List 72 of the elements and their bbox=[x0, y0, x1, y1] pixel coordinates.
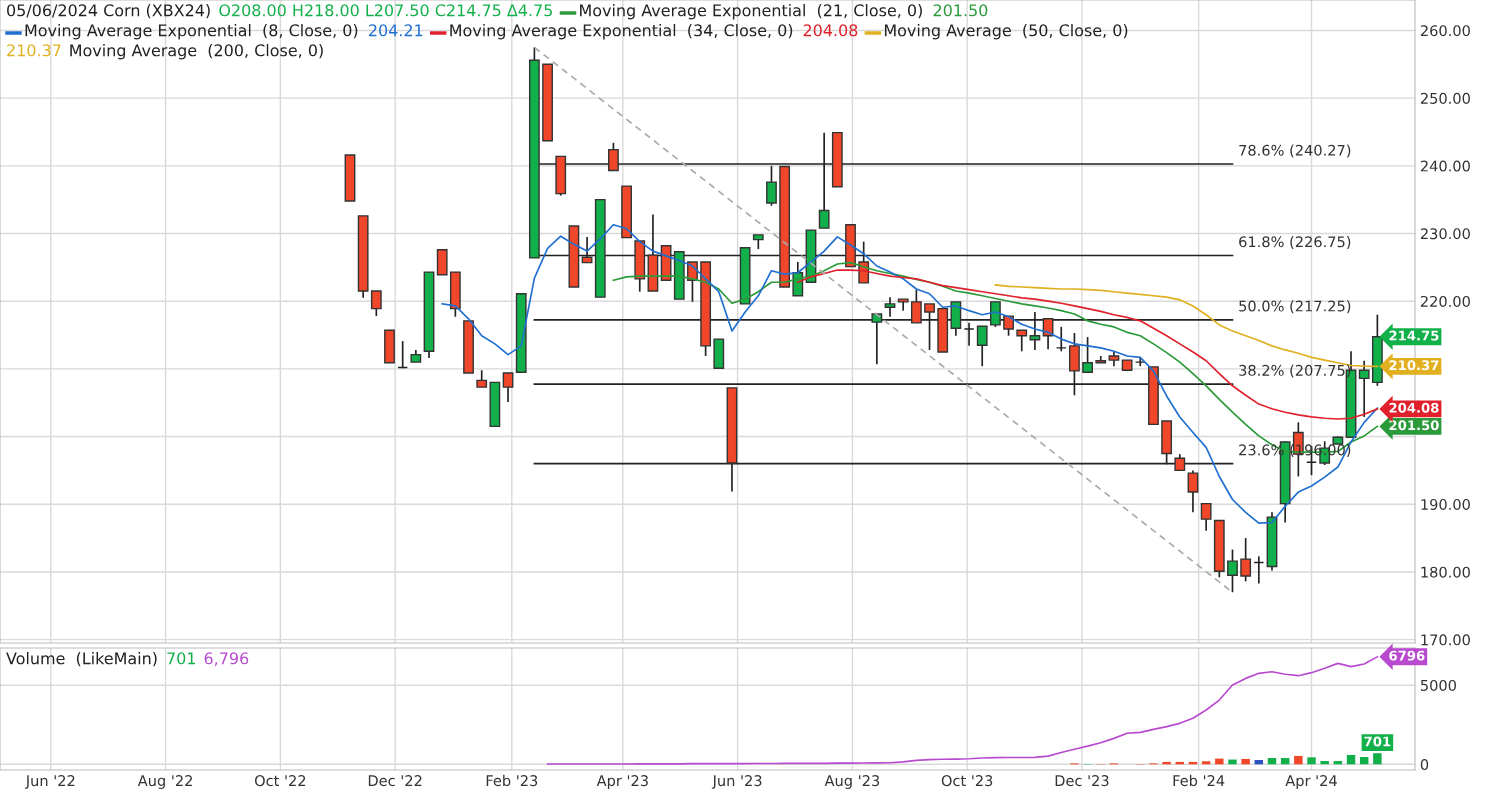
x-tick-label: Oct '23 bbox=[941, 775, 993, 787]
x-tick-label: Aug '22 bbox=[137, 775, 192, 789]
x-tick-label: Dec '22 bbox=[368, 775, 422, 787]
candlestick bbox=[1227, 548, 1238, 594]
bar bbox=[1307, 757, 1316, 765]
candlestick bbox=[1240, 537, 1252, 583]
candlestick bbox=[1082, 336, 1093, 374]
annotation: Moving Average (200, Close, 0) bbox=[70, 44, 323, 60]
bar bbox=[1201, 761, 1211, 765]
line-series bbox=[441, 223, 1379, 525]
bar bbox=[1359, 757, 1369, 765]
annotation: 204.21 bbox=[369, 24, 423, 37]
annotation: 214.75 bbox=[1389, 330, 1439, 341]
x-tick-label: Jun '23 bbox=[711, 775, 762, 789]
y-tick-label: 0 bbox=[1420, 759, 1429, 771]
y-tick-label: 170.00 bbox=[1421, 634, 1470, 646]
candlestick bbox=[963, 322, 975, 347]
ref-line-label: 50.0% (217.25) bbox=[1239, 300, 1351, 314]
candlestick bbox=[1358, 359, 1370, 418]
annotation: 210.37 bbox=[7, 44, 61, 57]
bar bbox=[1228, 759, 1237, 765]
y-tick-label: 180.00 bbox=[1421, 566, 1470, 578]
legend-label: Moving Average Exponential (21, Close, 0) bbox=[580, 4, 922, 20]
annotation: O208.00 H218.00 L207.50 C214.75 Δ4.75 bbox=[219, 4, 552, 17]
x-tick-label: Aug '23 bbox=[824, 775, 880, 789]
bar bbox=[1320, 760, 1329, 765]
bar bbox=[1215, 758, 1224, 765]
annotation: 204.08 bbox=[803, 24, 858, 37]
candlestick bbox=[1055, 326, 1067, 353]
x-tick-label: Feb '24 bbox=[1173, 774, 1225, 787]
data-label: 701 bbox=[1364, 736, 1391, 747]
candlestick bbox=[502, 372, 514, 403]
data-label: 6796 bbox=[1389, 650, 1425, 661]
y-tick-label: 260.00 bbox=[1420, 25, 1470, 37]
ref-line-label: 78.6% (240.27) bbox=[1239, 144, 1351, 158]
bar bbox=[1294, 755, 1303, 765]
x-tick-label: Apr '23 bbox=[596, 775, 648, 789]
candlestick bbox=[1200, 502, 1212, 532]
chart-title: 05/06/2024 Corn (XBX24) bbox=[7, 4, 210, 19]
annotation: 701 bbox=[167, 652, 196, 665]
candlestick bbox=[1187, 469, 1199, 514]
y-tick-label: 190.00 bbox=[1421, 498, 1470, 510]
candlestick bbox=[397, 340, 409, 370]
data-label: 210.37 bbox=[1389, 360, 1439, 371]
data-label: 204.08 bbox=[1389, 402, 1439, 413]
y-tick-label: 230.00 bbox=[1420, 228, 1470, 240]
annotation: 6,796 bbox=[204, 652, 249, 666]
y-tick-label: 240.00 bbox=[1420, 160, 1470, 172]
bar bbox=[1373, 753, 1382, 765]
candlestick bbox=[1253, 555, 1265, 585]
bar bbox=[1346, 754, 1356, 765]
data-label: 201.50 bbox=[1389, 420, 1439, 431]
x-tick-label: Apr '24 bbox=[1285, 775, 1337, 789]
candlestick bbox=[1016, 329, 1028, 353]
candlestick bbox=[884, 296, 896, 318]
legend-label: Moving Average Exponential (34, Close, 0) bbox=[450, 24, 793, 40]
candlestick bbox=[370, 290, 382, 317]
y-tick-label: 220.00 bbox=[1420, 295, 1470, 307]
x-tick-label: Jun '22 bbox=[25, 775, 75, 789]
legend-label: Moving Average (50, Close, 0) bbox=[884, 24, 1128, 40]
bar bbox=[1241, 758, 1250, 765]
y-tick-label: 5000 bbox=[1420, 679, 1457, 691]
x-tick-label: Dec '23 bbox=[1055, 775, 1109, 787]
annotation: 201.50 bbox=[933, 4, 988, 17]
bar bbox=[1162, 761, 1171, 765]
legend-label: Moving Average Exponential (8, Close, 0) bbox=[25, 24, 358, 40]
x-tick-label: Oct '22 bbox=[254, 775, 306, 787]
chart-title: Volume (LikeMain) bbox=[6, 652, 157, 667]
x-tick-label: Feb '23 bbox=[486, 774, 538, 787]
ref-line-label: 61.8% (226.75) bbox=[1239, 236, 1351, 249]
candlestick bbox=[976, 325, 988, 368]
y-tick-label: 250.00 bbox=[1420, 92, 1470, 104]
